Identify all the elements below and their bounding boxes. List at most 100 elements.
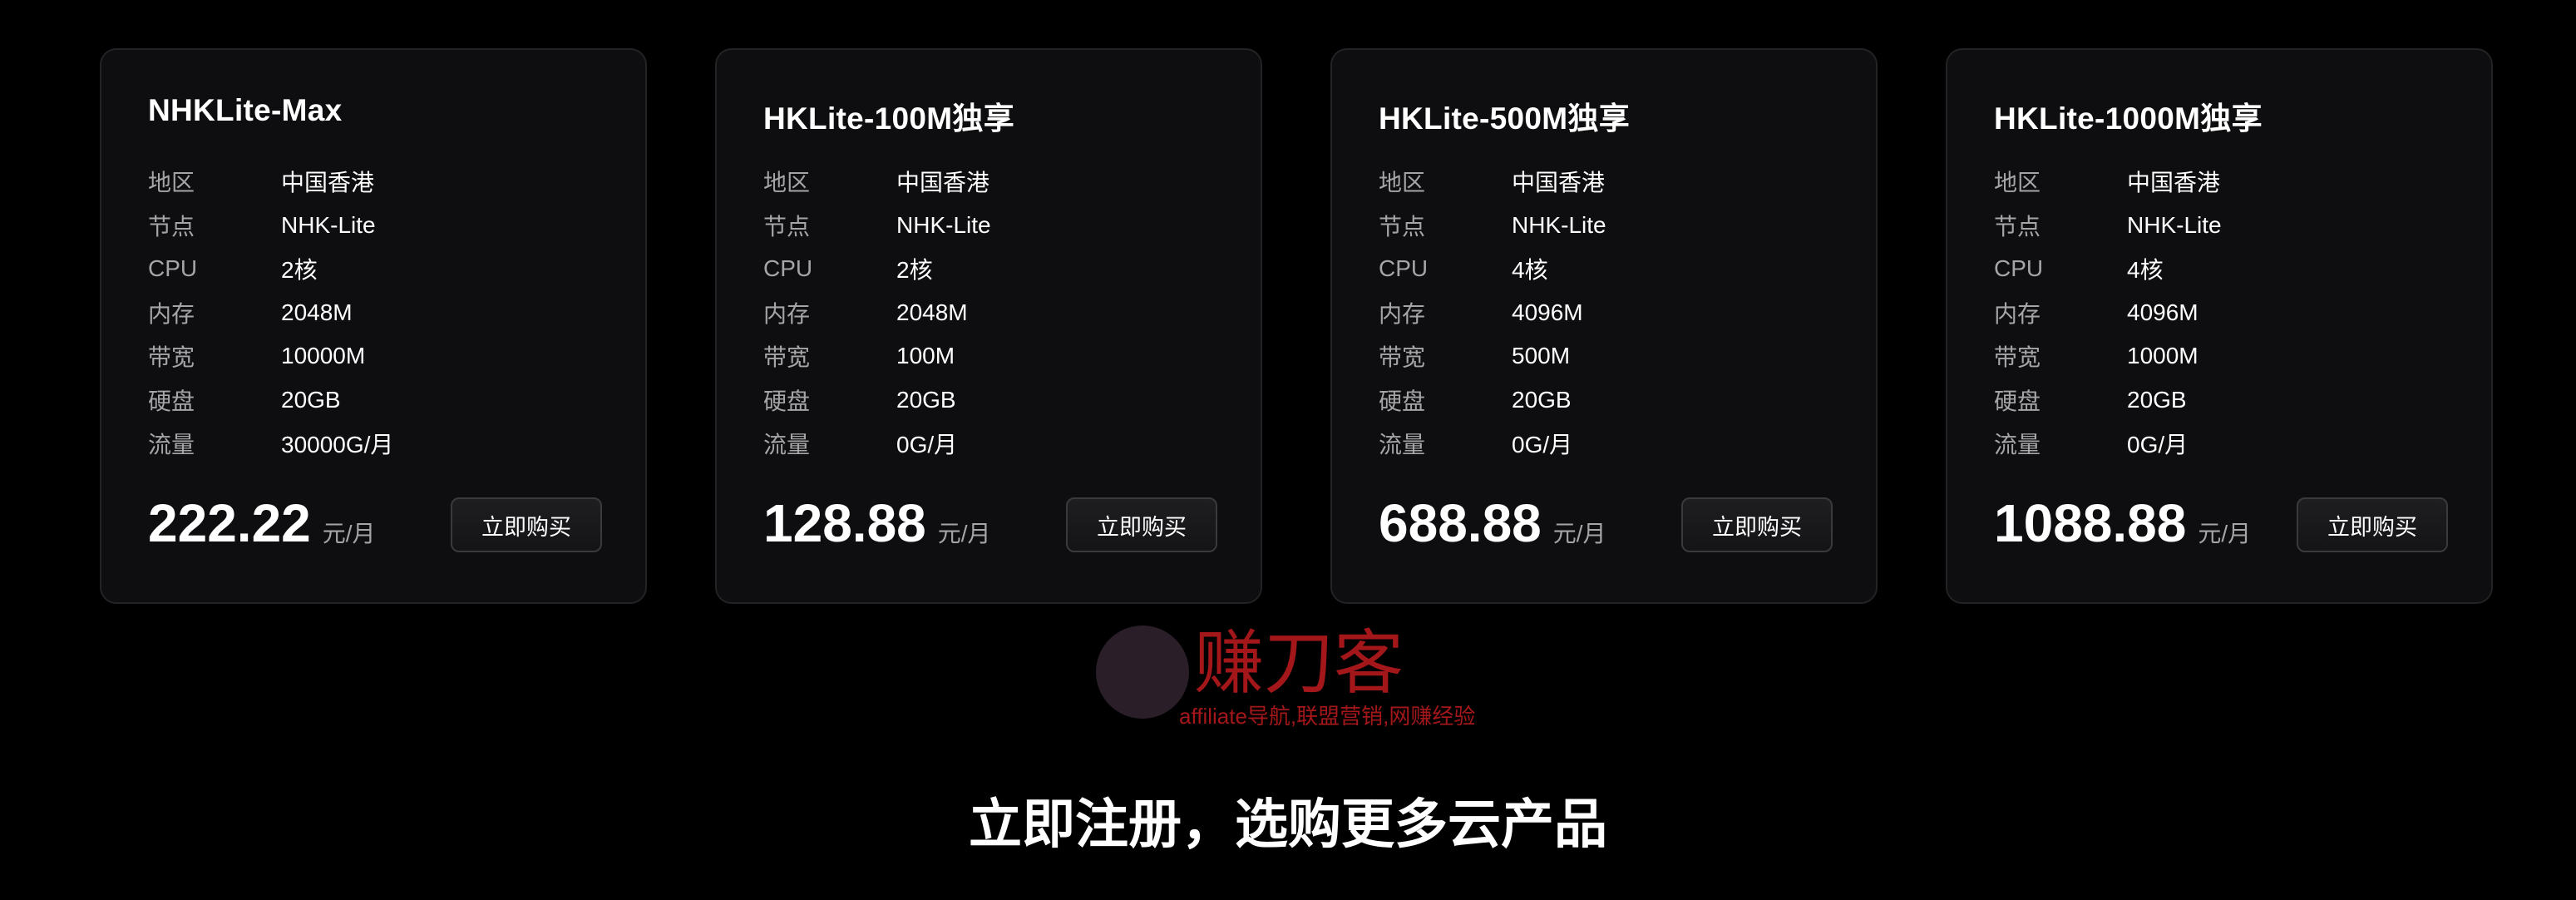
spec-row: 流量 30000G/月	[148, 422, 393, 466]
spec-value: NHK-Lite	[281, 211, 376, 238]
plan-card: NHKLite-Max 地区 中国香港节点 NHK-Lite CPU 2核内存 2048M…	[100, 48, 647, 604]
spec-value: 20GB	[1512, 386, 1572, 413]
buy-now-button[interactable]: 立即购买	[1681, 497, 1833, 552]
plan-title: HKLite-500M独享	[1379, 101, 1630, 136]
spec-row: 内存 2048M	[148, 291, 393, 335]
price-amount: 1088.88	[1994, 493, 2187, 553]
spec-list: 地区 中国香港 节点 NHK-Lite CPU 4核 内存 4096M 带宽 500M 硬盘 20GB…	[1379, 160, 1606, 466]
spec-value: 10000M	[281, 343, 366, 369]
register-cta-heading[interactable]: 立即注册，选购更多云产品	[969, 794, 1607, 854]
buy-now-button[interactable]: 立即购买	[1066, 497, 1217, 552]
spec-row: 带宽 100M	[763, 334, 991, 378]
spec-row: 流量 0G/月	[763, 422, 991, 466]
spec-value: 2核	[896, 257, 933, 284]
spec-label: 内存	[148, 300, 195, 327]
spec-label: 节点	[1379, 213, 1426, 240]
plan-title: HKLite-100M独享	[763, 101, 1014, 136]
price: 128.88 元/月	[763, 492, 991, 554]
spec-row: CPU 2核	[763, 247, 991, 291]
spec-value: 中国香港	[896, 170, 990, 196]
spec-label: 地区	[1379, 170, 1426, 196]
plan-title: NHKLite-Max	[148, 93, 343, 127]
spec-list: 地区 中国香港 节点 NHK-Lite CPU 4核 内存 4096M 带宽 1000M 硬盘 20G…	[1994, 160, 2222, 466]
spec-label: 流量	[1379, 432, 1426, 458]
plan-title: HKLite-1000M独享	[1994, 101, 2263, 136]
spec-label: 带宽	[148, 344, 195, 371]
spec-label: 地区	[148, 170, 195, 196]
spec-value: 0G/月	[2127, 432, 2189, 458]
spec-label: 带宽	[1994, 344, 2041, 371]
spec-label: 带宽	[1379, 344, 1426, 371]
spec-value: 1000M	[2127, 343, 2198, 369]
spec-value: 中国香港	[281, 170, 375, 196]
price-unit: 元/月	[322, 521, 376, 546]
spec-row: 节点 NHK-Lite	[148, 204, 393, 248]
spec-label: CPU	[1994, 255, 2044, 282]
spec-value: 2048M	[281, 299, 353, 325]
spec-label: 节点	[148, 213, 195, 240]
spec-row: 硬盘 20GB	[1379, 378, 1606, 423]
spec-value: 0G/月	[896, 432, 958, 458]
spec-row: 节点 NHK-Lite	[1994, 204, 2222, 248]
spec-row: CPU 4核	[1994, 247, 2222, 291]
price-amount: 128.88	[763, 493, 926, 553]
spec-row: 内存 2048M	[763, 291, 991, 335]
price-unit: 元/月	[1552, 521, 1606, 546]
spec-label: CPU	[763, 255, 813, 282]
spec-row: CPU 2核	[148, 247, 393, 291]
spec-value: 中国香港	[2127, 170, 2221, 196]
spec-value: 100M	[896, 343, 955, 369]
spec-label: CPU	[148, 255, 198, 282]
spec-value: NHK-Lite	[2127, 211, 2222, 238]
spec-value: 中国香港	[1512, 170, 1606, 196]
spec-label: 流量	[1994, 432, 2041, 458]
spec-value: NHK-Lite	[896, 211, 991, 238]
buy-now-button[interactable]: 立即购买	[451, 497, 602, 552]
spec-row: 节点 NHK-Lite	[763, 204, 991, 248]
spec-value: 4核	[2127, 257, 2164, 284]
spec-value: NHK-Lite	[1512, 211, 1606, 238]
spec-label: 地区	[763, 170, 811, 196]
spec-label: 地区	[1994, 170, 2041, 196]
spec-label: 流量	[763, 432, 811, 458]
spec-label: 硬盘	[148, 388, 195, 414]
spec-row: 地区 中国香港	[1994, 160, 2222, 204]
spec-value: 2核	[281, 257, 318, 284]
spec-row: 地区 中国香港	[763, 160, 991, 204]
spec-value: 20GB	[896, 386, 956, 413]
plan-card: HKLite-1000M独享 地区 中国香港节点 NHK-Lite CPU 4核内存 40…	[1946, 48, 2493, 604]
spec-row: 带宽 10000M	[148, 334, 393, 378]
spec-value: 4096M	[2127, 299, 2198, 325]
spec-row: 流量 0G/月	[1379, 422, 1606, 466]
spec-row: CPU 4核	[1379, 247, 1606, 291]
spec-value: 4核	[1512, 257, 1548, 284]
spec-label: CPU	[1379, 255, 1429, 282]
price-amount: 688.88	[1379, 493, 1542, 553]
spec-list: 地区 中国香港节点 NHK-Lite CPU 2核内存 2048M 带宽 100M 硬盘 20GB…	[763, 160, 991, 466]
spec-label: 节点	[763, 213, 811, 240]
spec-label: 流量	[148, 432, 195, 458]
spec-label: 硬盘	[1379, 388, 1426, 414]
price: 222.22 元/月	[148, 492, 376, 554]
spec-row: 节点 NHK-Lite	[1379, 204, 1606, 248]
plan-card: HKLite-100M独享 地区 中国香港节点 NHK-Lite CPU 2核内存 204…	[715, 48, 1262, 604]
buy-now-button[interactable]: 立即购买	[2297, 497, 2448, 552]
plan-card: HKLite-500M独享 地区 中国香港节点 NHK-Lite CPU 4核内存 409…	[1330, 48, 1878, 604]
spec-label: 硬盘	[763, 388, 811, 414]
price: 688.88 元/月	[1379, 492, 1606, 554]
spec-row: 流量 0G/月	[1994, 422, 2222, 466]
spec-row: 硬盘 20GB	[148, 378, 393, 423]
spec-row: 内存 4096M	[1379, 291, 1606, 335]
spec-label: 硬盘	[1994, 388, 2041, 414]
spec-list: 地区 中国香港 节点 NHK-Lite CPU 2核 内存 2048M 带宽 10000M 硬盘 20…	[148, 160, 393, 466]
spec-value: 2048M	[896, 299, 968, 325]
spec-value: 0G/月	[1512, 432, 1573, 458]
spec-label: 内存	[1994, 300, 2041, 327]
spec-value: 4096M	[1512, 299, 1583, 325]
spec-label: 带宽	[763, 344, 811, 371]
spec-label: 内存	[1379, 300, 1426, 327]
price-amount: 222.22	[148, 493, 311, 553]
spec-row: 带宽 1000M	[1994, 334, 2222, 378]
watermark-title: 赚刀客	[1194, 624, 1404, 702]
spec-label: 节点	[1994, 213, 2041, 240]
